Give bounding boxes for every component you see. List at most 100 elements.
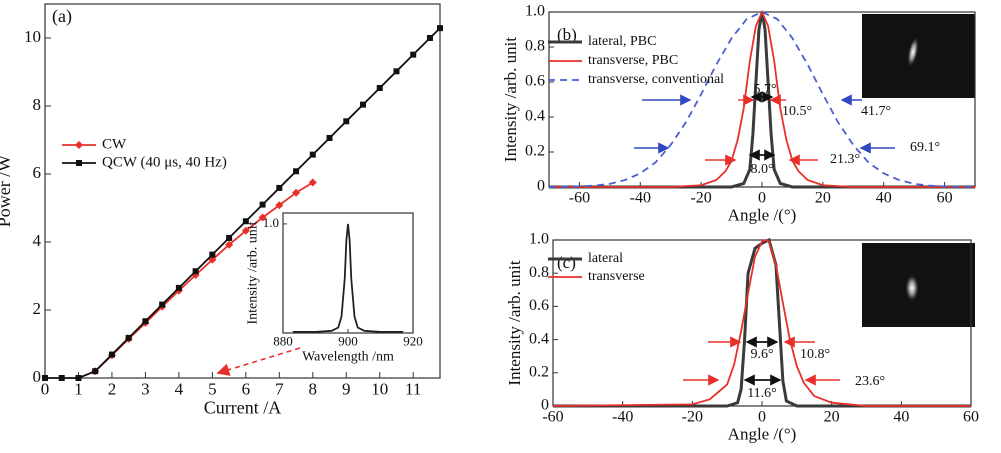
annotation: 10.8° bbox=[800, 347, 830, 362]
y-tick-label: 0.2 bbox=[529, 363, 549, 380]
annotation: 69.1° bbox=[910, 140, 940, 155]
annotation: 23.6° bbox=[855, 374, 885, 389]
x-tick-label: 8 bbox=[309, 380, 318, 399]
x-tick-label: 40 bbox=[893, 409, 909, 426]
y-tick-label: 10 bbox=[24, 27, 41, 46]
legend-label: lateral bbox=[588, 251, 623, 266]
x-tick-label: -60 bbox=[569, 190, 590, 207]
y-tick-label: 4 bbox=[33, 231, 42, 250]
beam-image bbox=[862, 14, 975, 98]
annotation: 5.7° bbox=[753, 82, 776, 97]
point-marker bbox=[343, 118, 350, 125]
y-tick-label: 0 bbox=[541, 397, 549, 414]
x-tick-label: 900 bbox=[338, 334, 358, 349]
annotation: 41.7° bbox=[861, 104, 891, 119]
x-axis-label: Angle /(°) bbox=[728, 206, 797, 225]
point-marker bbox=[175, 284, 182, 291]
y-tick-label: 0.6 bbox=[525, 73, 545, 90]
annotation: 21.3° bbox=[830, 152, 860, 167]
point-marker bbox=[410, 51, 417, 58]
point-marker bbox=[226, 234, 233, 241]
x-tick-label: 9 bbox=[342, 380, 351, 399]
point-marker bbox=[275, 201, 284, 210]
x-tick-label: 3 bbox=[141, 380, 150, 399]
legend-label: transverse, conventional bbox=[588, 72, 724, 87]
x-tick-label: 1 bbox=[74, 380, 83, 399]
legend-label: lateral, PBC bbox=[588, 34, 656, 49]
point-marker bbox=[326, 134, 333, 141]
y-axis-label: Intensity /arb. unit bbox=[501, 37, 520, 162]
point-marker bbox=[75, 375, 82, 381]
x-tick-label: 5 bbox=[208, 380, 217, 399]
x-tick-label: -20 bbox=[690, 190, 711, 207]
point-marker bbox=[360, 101, 367, 108]
point-marker bbox=[142, 318, 149, 325]
series-line bbox=[292, 223, 404, 333]
x-tick-label: 20 bbox=[824, 409, 840, 426]
point-marker bbox=[58, 375, 65, 381]
x-tick-label: 60 bbox=[937, 190, 953, 207]
inset-pointer bbox=[216, 347, 301, 376]
x-tick-label: 11 bbox=[405, 380, 421, 399]
y-tick-label: 1.0 bbox=[525, 3, 545, 20]
x-tick-label: 7 bbox=[275, 380, 284, 399]
point-marker bbox=[192, 268, 199, 275]
annotation: 11.6° bbox=[747, 386, 777, 401]
x-axis-label: Current /A bbox=[204, 398, 281, 418]
point-marker bbox=[259, 201, 266, 208]
y-tick-label: 0.4 bbox=[529, 330, 549, 347]
x-tick-label: 4 bbox=[175, 380, 184, 399]
point-marker bbox=[426, 35, 433, 41]
point-marker bbox=[92, 368, 99, 375]
x-tick-label: 0 bbox=[758, 409, 766, 426]
point-marker bbox=[225, 240, 234, 249]
x-tick-label: 0 bbox=[758, 190, 766, 207]
x-axis-label: Wavelength /nm bbox=[302, 349, 394, 364]
point-marker bbox=[258, 213, 267, 222]
point-marker bbox=[159, 301, 166, 308]
beam-spot bbox=[907, 36, 919, 68]
point-marker bbox=[393, 68, 400, 75]
y-axis-label: Power /W bbox=[0, 155, 14, 227]
y-tick-label: 0.4 bbox=[525, 108, 545, 125]
x-tick-label: 880 bbox=[273, 334, 293, 349]
y-tick-label: 2 bbox=[33, 299, 42, 318]
point-marker bbox=[276, 184, 283, 191]
x-tick-label: 10 bbox=[371, 380, 388, 399]
beam-spot bbox=[905, 274, 919, 302]
point-marker bbox=[293, 168, 300, 175]
y-tick-label: 1.0 bbox=[529, 231, 549, 248]
x-tick-label: -20 bbox=[682, 409, 703, 426]
panel-label: (c) bbox=[557, 253, 576, 272]
y-tick-label: 0.2 bbox=[525, 143, 545, 160]
y-tick-label: 1.0 bbox=[263, 215, 279, 230]
legend-marker bbox=[75, 141, 83, 149]
series-line bbox=[548, 11, 976, 188]
point-marker bbox=[241, 226, 250, 235]
plot-frame bbox=[44, 3, 441, 379]
x-tick-label: -40 bbox=[630, 190, 651, 207]
point-marker bbox=[437, 25, 443, 32]
x-tick-label: 6 bbox=[242, 380, 251, 399]
x-tick-label: 920 bbox=[403, 334, 423, 349]
y-tick-label: 0 bbox=[537, 178, 545, 195]
x-tick-label: -60 bbox=[542, 409, 563, 426]
x-tick-label: 0 bbox=[41, 380, 50, 399]
annotation: 9.6° bbox=[750, 347, 773, 362]
y-axis-label: Intensity /arb. unit bbox=[245, 221, 260, 324]
x-tick-label: 2 bbox=[108, 380, 117, 399]
y-tick-label: 0.8 bbox=[529, 264, 549, 281]
point-marker bbox=[376, 84, 383, 91]
x-axis-label: Angle /(°) bbox=[728, 425, 797, 444]
series-line bbox=[549, 9, 975, 188]
panel-label: (a) bbox=[52, 6, 72, 27]
annotation: 8.0° bbox=[750, 162, 773, 177]
point-marker bbox=[108, 351, 115, 358]
point-marker bbox=[209, 251, 216, 258]
point-marker bbox=[125, 334, 132, 341]
point-marker bbox=[242, 218, 249, 225]
legend-label: transverse, PBC bbox=[588, 53, 678, 68]
x-tick-label: 40 bbox=[876, 190, 892, 207]
y-tick-label: 6 bbox=[33, 163, 42, 182]
